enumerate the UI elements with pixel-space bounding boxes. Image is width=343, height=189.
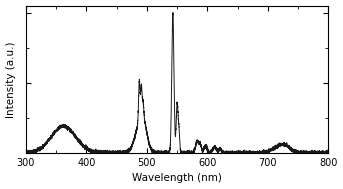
Y-axis label: Intensity (a.u.): Intensity (a.u.) <box>5 41 15 118</box>
X-axis label: Wavelength (nm): Wavelength (nm) <box>132 174 222 184</box>
